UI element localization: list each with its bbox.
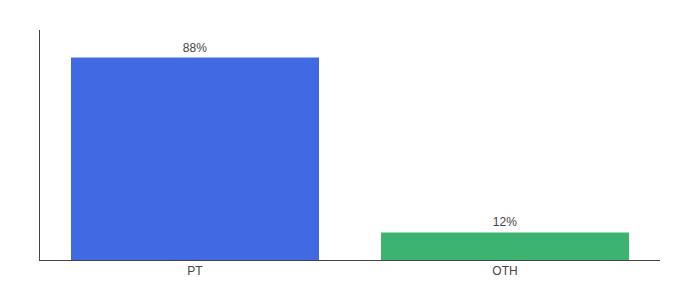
svg-text:12%: 12% <box>493 215 517 229</box>
svg-text:PT: PT <box>187 264 203 278</box>
svg-text:OTH: OTH <box>492 264 517 278</box>
svg-text:88%: 88% <box>183 41 207 55</box>
